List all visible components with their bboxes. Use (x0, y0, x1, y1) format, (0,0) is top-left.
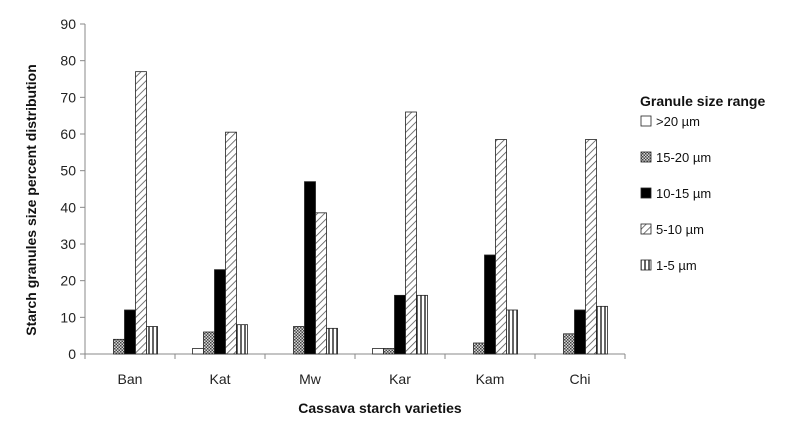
bar (495, 139, 507, 355)
plot-area: 0 10 20 30 40 50 60 70 80 90 Ban Kat Mw Kar Kam Chi (60, 16, 626, 387)
y-tick-label: 30 (60, 236, 76, 252)
legend-label: 10-15 µm (656, 186, 711, 201)
bar (293, 326, 305, 355)
bar (383, 348, 395, 355)
legend-swatch (640, 151, 652, 163)
bar (146, 326, 158, 355)
legend-label: 15-20 µm (656, 150, 711, 165)
y-tick-label: 60 (60, 126, 76, 142)
bar (135, 71, 147, 355)
bar (484, 254, 496, 355)
y-tick-label: 40 (60, 199, 76, 215)
x-tick-label: Kat (209, 371, 230, 387)
bar (326, 327, 338, 355)
y-tick-label: 90 (60, 16, 76, 32)
bar (192, 348, 204, 355)
legend-swatch (640, 187, 652, 199)
bar (506, 309, 518, 355)
bar (394, 294, 406, 355)
bar (563, 333, 575, 355)
y-tick-label: 80 (60, 53, 76, 69)
x-tick-label: Ban (118, 371, 143, 387)
bar (113, 338, 125, 355)
legend-title: Granule size range (640, 93, 765, 109)
bar (596, 305, 608, 355)
bar (124, 309, 136, 355)
bar (203, 331, 215, 355)
legend-swatch (640, 259, 652, 271)
bar (372, 348, 384, 355)
y-tick-label: 20 (60, 273, 76, 289)
legend-label: 1-5 µm (656, 258, 697, 273)
legend-swatch (640, 115, 652, 127)
y-tick-label: 50 (60, 163, 76, 179)
legend: Granule size range >20 µm 15-20 µm 10-15 µ… (640, 93, 765, 273)
x-tick-label: Chi (569, 371, 590, 387)
bar (473, 342, 485, 355)
y-tick-label: 10 (60, 309, 76, 325)
x-axis-title: Cassava starch varieties (298, 400, 462, 416)
bar (405, 111, 417, 355)
bar (416, 294, 428, 355)
bar (574, 309, 586, 355)
bar (214, 269, 226, 355)
bar (585, 139, 597, 355)
legend-label: 5-10 µm (656, 222, 704, 237)
y-axis-title: Starch granules size percent distributio… (23, 64, 39, 336)
bar (225, 131, 237, 355)
y-tick-label: 0 (68, 346, 76, 362)
y-tick-label: 70 (60, 89, 76, 105)
x-tick-label: Mw (299, 371, 322, 387)
x-tick-label: Kam (476, 371, 505, 387)
legend-swatch (640, 223, 652, 235)
x-tick-label: Kar (389, 371, 411, 387)
legend-label: >20 µm (656, 114, 700, 129)
bar (236, 324, 248, 355)
bar (315, 212, 327, 355)
bar (304, 181, 316, 355)
